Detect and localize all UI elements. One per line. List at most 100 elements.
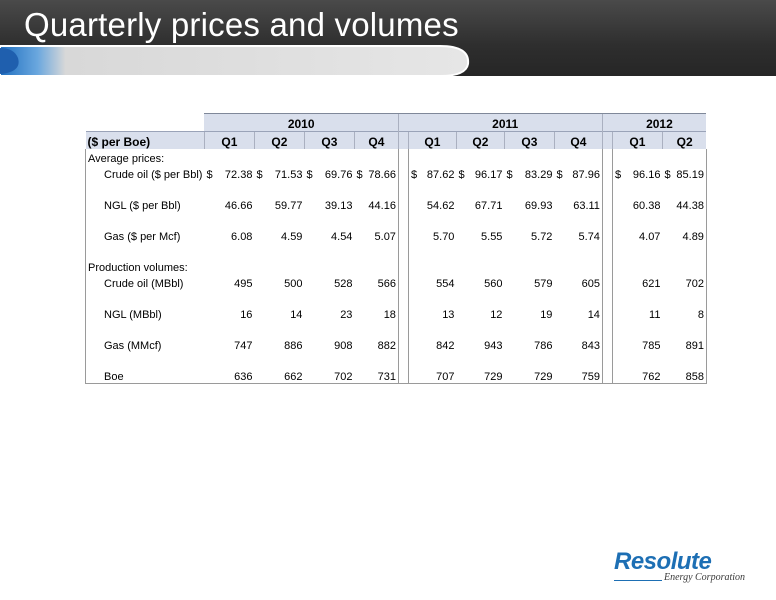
data-row: NGL ($ per Bbl) 46.66 59.77 39.13 44.16 54.62… <box>85 196 707 212</box>
section-label: Average prices: <box>85 149 399 165</box>
value-text: 747 <box>234 340 253 352</box>
value-text: 85.19 <box>676 169 704 181</box>
value-text: 71.53 <box>274 169 303 181</box>
empty-cell <box>85 212 399 227</box>
empty-cell <box>612 149 707 165</box>
value-text: 621 <box>642 278 661 290</box>
value-text: 843 <box>581 340 600 352</box>
quarter-header-row: ($ per Boe) Q1 Q2 Q3 Q4 Q1 Q2 Q3 Q4 Q1 Q2 <box>85 131 707 149</box>
value-cell: 560 <box>456 274 504 290</box>
quarter-header: Q1 <box>611 131 663 149</box>
spacer-row <box>85 321 707 336</box>
currency-sign: $ <box>306 169 313 181</box>
value-text: 23 <box>340 309 353 321</box>
value-text: 785 <box>642 340 661 352</box>
value-cell: 566 <box>354 274 398 290</box>
value-text: 729 <box>484 371 503 383</box>
empty-cell <box>408 321 602 336</box>
gap-cell <box>397 212 409 227</box>
value-cell: 762 <box>612 367 663 384</box>
value-cell: $96.16 <box>612 165 662 181</box>
slide-header: Quarterly prices and volumes <box>0 0 776 77</box>
empty-cell <box>408 243 602 258</box>
spacer-row <box>85 243 707 258</box>
value-cell: 8 <box>662 305 707 321</box>
empty-cell <box>408 258 602 274</box>
spacer-row <box>85 212 707 227</box>
value-cell: 14 <box>254 305 304 321</box>
empty-cell <box>85 181 399 196</box>
section-header-row: Average prices: <box>85 149 707 165</box>
data-row: Gas (MMcf) 747 886 908 882 842 943 786 843 785 891 <box>85 336 707 352</box>
value-cell: 882 <box>354 336 398 352</box>
value-text: 5.55 <box>481 231 503 243</box>
value-text: 605 <box>581 278 600 290</box>
value-cell: 759 <box>554 367 603 384</box>
gap-cell <box>397 196 409 212</box>
value-cell: 54.62 <box>408 196 456 212</box>
value-cell: 786 <box>504 336 554 352</box>
quarter-header: Q3 <box>303 131 355 149</box>
gap-cell <box>601 258 613 274</box>
gap-cell <box>601 243 613 258</box>
value-text: 908 <box>334 340 353 352</box>
value-text: 19 <box>540 309 553 321</box>
value-cell: 702 <box>304 367 355 384</box>
value-cell: 13 <box>408 305 456 321</box>
value-cell: $85.19 <box>662 165 707 181</box>
value-text: 78.66 <box>368 169 396 181</box>
gap-cell <box>601 274 613 290</box>
value-text: 762 <box>642 371 661 383</box>
value-cell: 19 <box>504 305 554 321</box>
value-cell: 662 <box>254 367 305 384</box>
value-cell: 747 <box>204 336 254 352</box>
value-text: 579 <box>534 278 553 290</box>
gap-cell <box>601 196 613 212</box>
value-text: 702 <box>685 278 704 290</box>
value-cell: 4.89 <box>662 227 707 243</box>
gap-cell <box>601 321 613 336</box>
gap-cell <box>397 321 409 336</box>
header-swoosh-graphic <box>0 45 470 77</box>
value-text: 6.08 <box>231 231 253 243</box>
value-cell: 39.13 <box>304 196 354 212</box>
gap-cell <box>397 165 409 181</box>
value-text: 560 <box>484 278 503 290</box>
gap-cell <box>601 290 613 305</box>
value-cell: 908 <box>304 336 354 352</box>
value-cell: 46.66 <box>204 196 254 212</box>
currency-sign: $ <box>458 169 465 181</box>
row-label: Crude oil (MBbl) <box>85 274 205 290</box>
empty-cell <box>85 243 399 258</box>
year-header: 2010 <box>204 113 399 132</box>
gap-cell <box>601 336 613 352</box>
empty-cell <box>408 352 602 367</box>
value-text: 842 <box>436 340 455 352</box>
header-gap-cell <box>601 113 613 132</box>
value-cell: 63.11 <box>554 196 602 212</box>
data-row: Crude oil (MBbl) 495 500 528 566 554 560 579 605… <box>85 274 707 290</box>
header-gap-cell <box>397 113 409 132</box>
value-cell: 69.93 <box>504 196 554 212</box>
logo-tagline: Energy Corporation <box>664 572 746 583</box>
value-text: 14 <box>587 309 600 321</box>
quarter-header: Q2 <box>253 131 305 149</box>
value-cell: 5.70 <box>408 227 456 243</box>
gap-cell <box>397 352 409 367</box>
empty-cell <box>612 181 707 196</box>
empty-cell <box>408 149 602 165</box>
row-label: NGL (MBbl) <box>85 305 205 321</box>
value-text: 8 <box>697 309 704 321</box>
value-cell: $78.66 <box>354 165 398 181</box>
value-text: 39.13 <box>324 200 353 212</box>
value-text: 495 <box>234 278 253 290</box>
gap-cell <box>601 227 613 243</box>
empty-cell <box>612 290 707 305</box>
value-cell: 785 <box>612 336 662 352</box>
value-text: 707 <box>436 371 455 383</box>
value-cell: 6.08 <box>204 227 254 243</box>
gap-cell <box>601 181 613 196</box>
value-text: 759 <box>581 371 600 383</box>
value-text: 67.71 <box>474 200 503 212</box>
value-text: 14 <box>290 309 303 321</box>
